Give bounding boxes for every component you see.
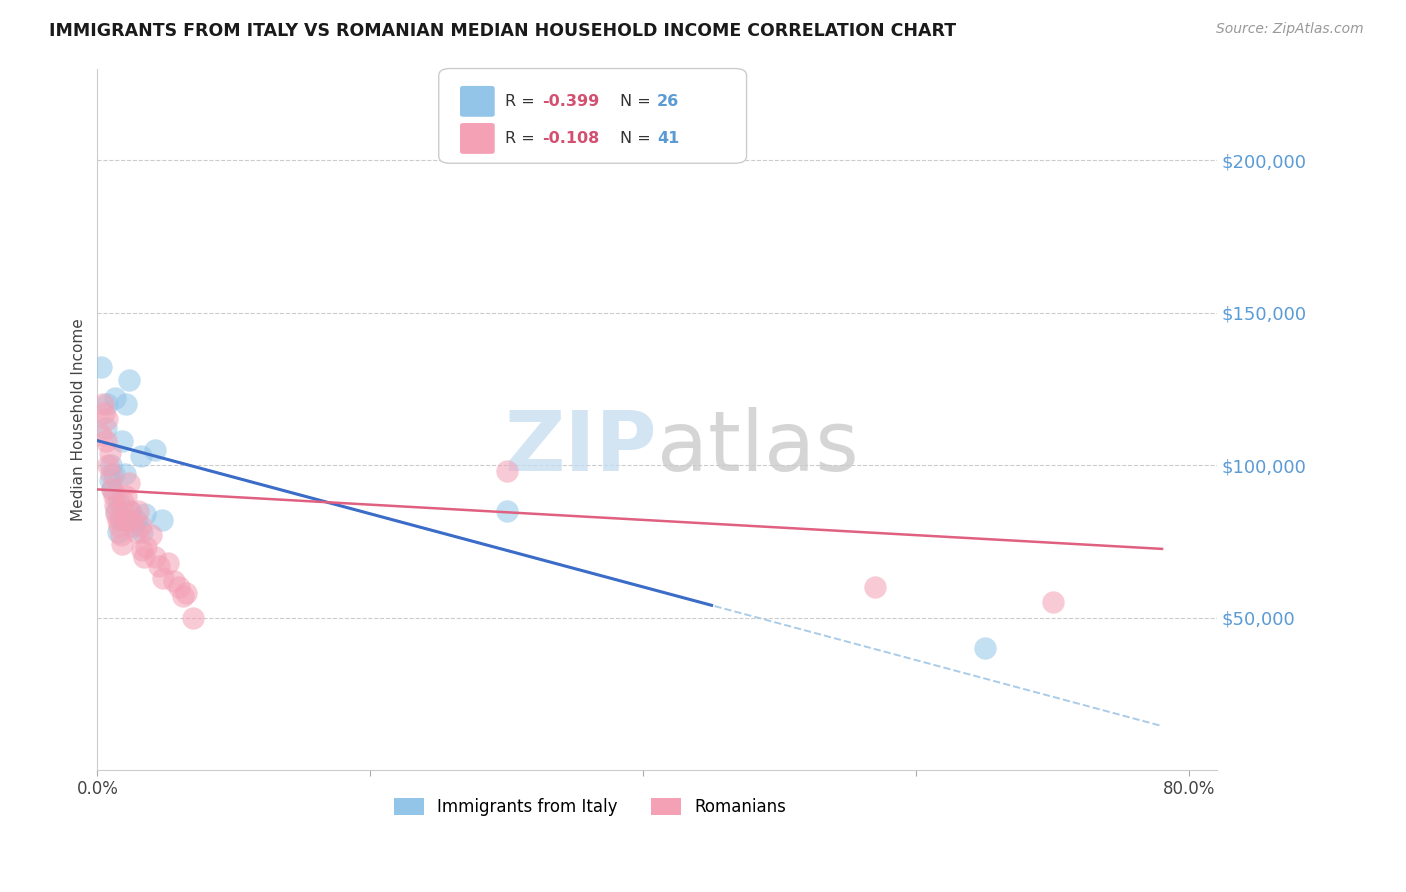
Point	[98, 473, 121, 487]
Point	[103, 467, 125, 482]
Point	[152, 571, 174, 585]
FancyBboxPatch shape	[460, 123, 495, 154]
Point	[973, 640, 995, 655]
Point	[131, 543, 153, 558]
Point	[129, 519, 152, 533]
Point	[110, 528, 132, 542]
Text: N =: N =	[620, 94, 657, 109]
Point	[91, 397, 114, 411]
Point	[129, 449, 152, 463]
Point	[148, 558, 170, 573]
Y-axis label: Median Household Income: Median Household Income	[72, 318, 86, 521]
Text: ZIP: ZIP	[505, 407, 657, 488]
Text: N =: N =	[620, 131, 657, 146]
Text: IMMIGRANTS FROM ITALY VS ROMANIAN MEDIAN HOUSEHOLD INCOME CORRELATION CHART: IMMIGRANTS FROM ITALY VS ROMANIAN MEDIAN…	[49, 22, 956, 40]
Point	[112, 494, 135, 508]
Point	[107, 525, 129, 540]
Text: atlas: atlas	[657, 407, 859, 488]
Point	[1042, 595, 1064, 609]
Point	[143, 549, 166, 564]
Point	[103, 489, 125, 503]
Point	[94, 421, 117, 435]
Point	[114, 513, 136, 527]
Point	[105, 507, 128, 521]
Point	[93, 406, 115, 420]
Point	[124, 513, 146, 527]
Point	[132, 549, 155, 564]
Point	[111, 434, 134, 448]
Point	[108, 519, 131, 533]
Point	[120, 504, 142, 518]
Point	[108, 494, 131, 508]
Point	[98, 446, 121, 460]
Point	[143, 442, 166, 457]
Point	[135, 541, 157, 555]
Point	[167, 580, 190, 594]
Point	[121, 513, 143, 527]
Point	[118, 476, 141, 491]
Point	[157, 556, 180, 570]
Point	[120, 504, 142, 518]
Point	[172, 589, 194, 603]
Text: 26: 26	[657, 94, 679, 109]
Point	[96, 397, 118, 411]
Point	[114, 467, 136, 482]
Point	[865, 580, 887, 594]
Point	[97, 458, 120, 472]
Legend: Immigrants from Italy, Romanians: Immigrants from Italy, Romanians	[385, 790, 794, 825]
Point	[131, 525, 153, 540]
Point	[100, 458, 122, 472]
Point	[101, 483, 124, 497]
Point	[104, 391, 127, 405]
Point	[139, 528, 162, 542]
Point	[104, 498, 127, 512]
FancyBboxPatch shape	[460, 86, 495, 117]
Text: 41: 41	[657, 131, 679, 146]
Point	[101, 483, 124, 497]
Point	[127, 504, 149, 518]
Point	[96, 412, 118, 426]
Text: -0.399: -0.399	[541, 94, 599, 109]
Point	[115, 489, 138, 503]
Point	[90, 360, 112, 375]
Point	[118, 373, 141, 387]
Point	[105, 504, 128, 518]
Point	[181, 610, 204, 624]
Point	[107, 513, 129, 527]
Point	[124, 525, 146, 540]
Text: Source: ZipAtlas.com: Source: ZipAtlas.com	[1216, 22, 1364, 37]
Point	[150, 513, 173, 527]
Text: R =: R =	[505, 94, 540, 109]
Point	[174, 586, 197, 600]
Point	[100, 467, 122, 482]
Point	[495, 464, 517, 478]
Text: -0.108: -0.108	[541, 131, 599, 146]
Point	[121, 519, 143, 533]
Point	[163, 574, 186, 588]
Point	[90, 427, 112, 442]
Point	[134, 507, 156, 521]
Text: R =: R =	[505, 131, 540, 146]
Point	[111, 537, 134, 551]
Point	[94, 434, 117, 448]
FancyBboxPatch shape	[439, 69, 747, 163]
Point	[110, 513, 132, 527]
Point	[495, 504, 517, 518]
Point	[115, 397, 138, 411]
